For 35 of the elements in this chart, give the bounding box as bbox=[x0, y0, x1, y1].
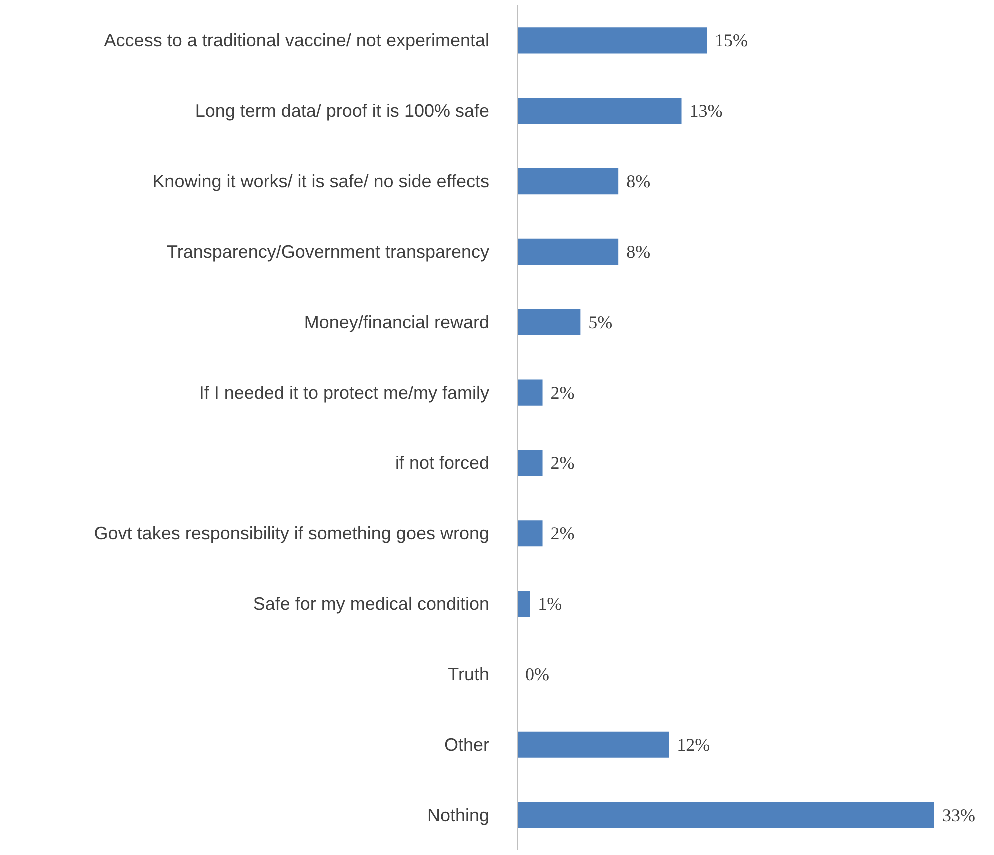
bar bbox=[518, 98, 682, 124]
bar bbox=[518, 591, 530, 618]
data-label: 0% bbox=[526, 664, 550, 684]
data-label: 15% bbox=[715, 30, 748, 51]
data-label: 8% bbox=[626, 242, 651, 262]
data-label: 5% bbox=[588, 312, 613, 332]
data-label: 1% bbox=[538, 594, 562, 614]
data-label: 12% bbox=[677, 734, 710, 755]
y-tick-label: if not forced bbox=[395, 453, 490, 474]
bar bbox=[518, 450, 543, 476]
bar bbox=[518, 238, 619, 265]
bar bbox=[518, 732, 670, 758]
bar bbox=[518, 802, 934, 828]
y-tick-label: Long term data/ proof it is 100% safe bbox=[195, 101, 490, 122]
data-label: 2% bbox=[550, 524, 575, 544]
data-label: 8% bbox=[626, 172, 651, 192]
y-tick-label: Other bbox=[444, 734, 490, 755]
bar bbox=[518, 520, 543, 547]
bar bbox=[518, 28, 708, 54]
bar bbox=[518, 380, 543, 406]
y-tick-label: Knowing it works/ it is safe/ no side effects bbox=[152, 172, 490, 192]
data-label: 33% bbox=[942, 805, 976, 826]
y-tick-label: Access to a traditional vaccine/ not experimental bbox=[104, 30, 490, 51]
y-tick-label: Transparency/Government transparency bbox=[167, 242, 490, 262]
bar bbox=[518, 168, 619, 195]
y-tick-label: If I needed it to protect me/my family bbox=[199, 382, 490, 403]
y-tick-label: Nothing bbox=[427, 805, 490, 826]
y-tick-label: Safe for my medical condition bbox=[253, 594, 490, 614]
y-tick-label: Truth bbox=[448, 664, 490, 684]
data-label: 2% bbox=[550, 382, 575, 403]
bar bbox=[518, 309, 581, 336]
y-tick-label: Govt takes responsibility if something goes wrong bbox=[94, 524, 490, 544]
y-tick-label: Money/financial reward bbox=[304, 312, 490, 332]
data-label: 13% bbox=[690, 101, 723, 122]
data-label: 2% bbox=[550, 453, 575, 474]
